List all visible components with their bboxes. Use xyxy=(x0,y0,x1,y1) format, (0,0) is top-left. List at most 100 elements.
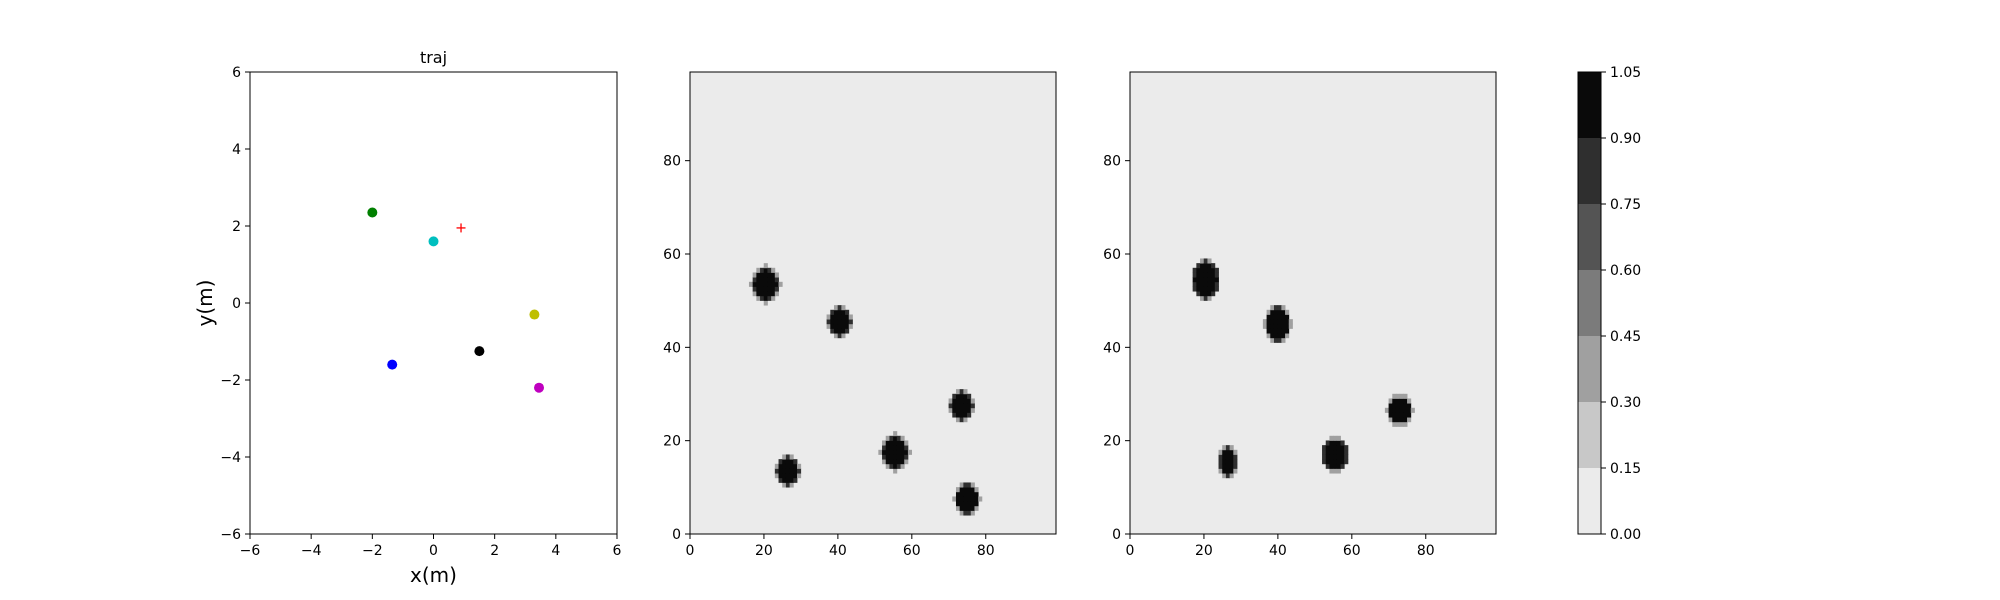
map-1-cell xyxy=(837,333,842,339)
map-1-cell xyxy=(782,459,787,465)
map-2-cell xyxy=(1211,263,1216,269)
map-1-cell xyxy=(885,435,890,441)
map-2-cell xyxy=(1218,449,1223,455)
map-1-cell xyxy=(760,277,765,283)
map-1-cell xyxy=(893,445,898,451)
map-2-cell xyxy=(1203,281,1208,287)
map-2-cell xyxy=(1273,333,1279,339)
traj-x-tick-label: −4 xyxy=(301,543,322,559)
traj-x-axis-label: x(m) xyxy=(410,563,457,587)
map-1-cell xyxy=(893,435,898,441)
map-1-cell xyxy=(771,267,776,273)
map-1-cell xyxy=(789,463,794,469)
map-1-cell xyxy=(900,454,905,460)
map-1-cell xyxy=(763,300,768,306)
map-2-obstacle-0 xyxy=(1192,258,1219,301)
map-2-cell xyxy=(1211,277,1216,283)
map-2-cell xyxy=(1392,417,1397,423)
map-2-cell xyxy=(1344,459,1349,465)
map-1-cell xyxy=(955,496,961,502)
map-2-cell xyxy=(1207,272,1212,278)
map-1-cell xyxy=(837,309,842,315)
map-1-cell xyxy=(885,449,890,455)
map-1-cell xyxy=(789,459,794,465)
map-2-cell xyxy=(1288,319,1293,325)
map-1-cell xyxy=(882,454,887,460)
map-1-cell xyxy=(778,459,783,465)
map-2-cell xyxy=(1399,393,1404,399)
traj-title: traj xyxy=(420,48,447,67)
map-1-cell xyxy=(889,449,894,455)
map-1-cell xyxy=(948,407,953,413)
map-2-cell xyxy=(1203,267,1208,273)
map-2-cell xyxy=(1222,463,1227,469)
map-2-cell xyxy=(1285,323,1290,329)
traj-plot-area xyxy=(250,72,617,534)
map-2-cell xyxy=(1196,267,1201,273)
map-1-cell xyxy=(756,291,761,297)
map-2-cell xyxy=(1277,309,1282,315)
map-2-cell xyxy=(1222,454,1227,460)
map-1-x-ticks: 0 20 40 60 80 xyxy=(686,534,995,559)
map-1-cell xyxy=(789,477,794,483)
map-2-cell xyxy=(1285,333,1290,339)
map-2-cell xyxy=(1344,454,1349,460)
map-1-cell xyxy=(782,468,787,474)
map-2-cell xyxy=(1399,421,1404,427)
map-2-cell xyxy=(1340,463,1345,469)
map-1-cell xyxy=(756,272,761,278)
map-1-cell xyxy=(907,449,913,455)
map-2-cell xyxy=(1233,459,1238,465)
map-2-cell xyxy=(1410,407,1415,413)
map-1-cell xyxy=(882,440,887,446)
map-1-cell xyxy=(763,281,768,287)
map-2-cell xyxy=(1340,454,1345,460)
map-2-cell xyxy=(1270,319,1275,325)
map-1-cell xyxy=(974,487,979,493)
colorbar-tick-label: 0.15 xyxy=(1610,461,1641,477)
map-2-y-tick-label: 80 xyxy=(1103,154,1121,170)
map-2-cell xyxy=(1270,314,1275,320)
map-2-cell xyxy=(1285,314,1290,320)
traj-x-tick-label: 0 xyxy=(429,543,438,559)
map-2-x-ticks: 0 20 40 60 80 xyxy=(1126,534,1435,559)
map-2-cell xyxy=(1399,417,1404,423)
map-1-cell xyxy=(833,309,839,315)
map-1-cell xyxy=(841,328,846,334)
map-1-cell xyxy=(967,487,972,493)
map-1-cell xyxy=(970,407,975,413)
map-2-cell xyxy=(1200,281,1205,287)
map-1-cell xyxy=(782,473,787,479)
map-1-cell xyxy=(967,510,972,516)
map-1-cell xyxy=(963,491,968,497)
map-1-cell xyxy=(833,319,839,325)
map-2-cell xyxy=(1207,286,1212,292)
map-2-cell xyxy=(1333,468,1338,474)
map-2-cell xyxy=(1336,435,1341,441)
map-2-x-tick-label: 20 xyxy=(1195,543,1213,559)
map-1-cell xyxy=(760,281,765,287)
map-1-cell xyxy=(767,295,772,301)
map-2-cell xyxy=(1340,449,1345,455)
map-1-cell xyxy=(896,435,901,441)
map-1-cell xyxy=(970,510,975,516)
map-2-cell xyxy=(1333,463,1338,469)
map-1-cell xyxy=(752,277,757,283)
map-2-cell xyxy=(1333,435,1338,441)
map-1-cell xyxy=(767,277,772,283)
map-2-cell xyxy=(1281,333,1286,339)
map-1-y-tick-label: 0 xyxy=(672,527,681,543)
map-2-obstacle-4 xyxy=(1218,445,1238,479)
map-2-cell xyxy=(1203,258,1208,264)
map-1-cell xyxy=(963,407,968,413)
map-2-cell xyxy=(1214,281,1219,287)
map-2-cell xyxy=(1336,440,1341,446)
map-1-cell xyxy=(778,468,783,474)
map-1-cell xyxy=(889,454,894,460)
map-2-cell xyxy=(1329,435,1334,441)
map-2-cell xyxy=(1288,323,1293,329)
map-1-cell xyxy=(830,323,835,329)
map-1-cell xyxy=(948,403,953,409)
map-2-y-tick-label: 0 xyxy=(1112,527,1121,543)
map-2-cell xyxy=(1233,468,1238,474)
